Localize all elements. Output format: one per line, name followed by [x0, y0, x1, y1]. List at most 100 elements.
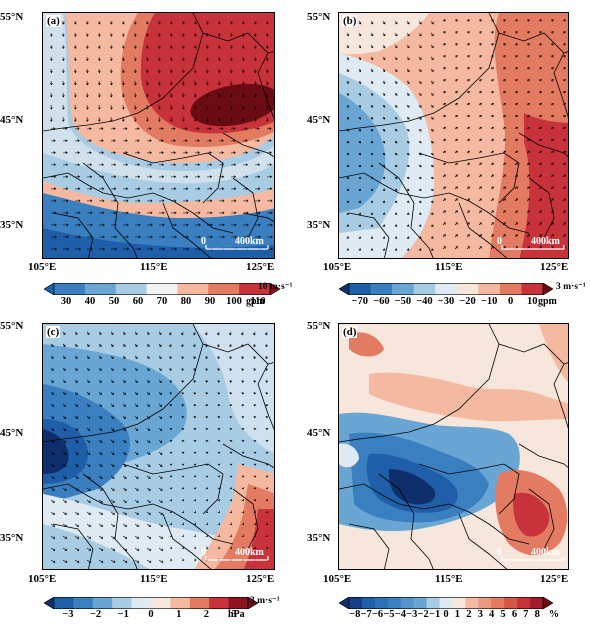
- wind-vector: [218, 56, 220, 61]
- wind-vector: [74, 44, 76, 49]
- colorbar-tick-label: −8: [349, 609, 361, 620]
- wind-vector-head: [358, 188, 362, 191]
- wind-vector-head: [443, 55, 446, 58]
- wind-vector: [158, 523, 163, 527]
- wind-vector-head: [407, 248, 410, 251]
- wind-vector: [526, 210, 530, 214]
- wind-vector: [158, 547, 163, 551]
- wind-vector: [158, 32, 160, 37]
- colorbar-tick-label: −60: [373, 296, 390, 307]
- wind-vector-head: [515, 198, 518, 201]
- wind-vector-head: [169, 498, 173, 502]
- wind-vector-head: [181, 404, 185, 407]
- wind-vector-head: [419, 224, 422, 227]
- wind-vector-head: [160, 500, 163, 503]
- wind-vector-head: [358, 93, 361, 96]
- wind-vector-head: [382, 188, 386, 191]
- wind-vector-head: [209, 163, 213, 167]
- wind-vector-head: [265, 463, 269, 466]
- wind-vector: [514, 138, 518, 142]
- wind-vector-head: [205, 58, 209, 62]
- wind-vector-head: [527, 31, 530, 34]
- wind-vector: [182, 104, 184, 110]
- wind-vector-head: [173, 163, 177, 167]
- wind-vector-head: [181, 34, 185, 37]
- wind-vector-head: [346, 81, 349, 84]
- wind-vector-head: [125, 163, 129, 167]
- wind-vector-head: [431, 200, 434, 203]
- colorbar-frame: [348, 597, 544, 609]
- wind-vector-head: [73, 95, 77, 98]
- wind-vector-head: [51, 368, 54, 371]
- wind-vector-head: [182, 558, 185, 562]
- wind-vector-head: [123, 440, 127, 443]
- wind-vector-head: [527, 150, 530, 154]
- wind-vector: [146, 403, 150, 407]
- scale-bar-d: [501, 556, 565, 561]
- wind-vector: [134, 68, 136, 73]
- wind-vector: [490, 150, 494, 154]
- wind-vector-head: [90, 247, 94, 251]
- wind-vector-head: [126, 199, 129, 203]
- wind-vector-head: [138, 199, 141, 203]
- wind-vector: [242, 116, 244, 122]
- colorbar-swatch: [530, 597, 544, 609]
- wind-vector-head: [114, 211, 117, 215]
- wind-vector: [98, 475, 103, 479]
- wind-vector-head: [382, 105, 386, 108]
- wind-vector-head: [394, 93, 398, 96]
- wind-vector-head: [63, 332, 66, 335]
- wind-vector: [50, 463, 55, 467]
- wind-vector-head: [551, 55, 554, 58]
- wind-vector: [158, 535, 163, 539]
- wind-vector: [134, 44, 136, 49]
- wind-vector-head: [159, 416, 163, 419]
- wind-vector: [146, 379, 150, 383]
- wind-vector: [254, 92, 256, 98]
- wind-vector-head: [181, 534, 185, 537]
- wind-vector-head: [100, 464, 103, 467]
- wind-vector: [74, 367, 78, 371]
- wind-vector-head: [209, 139, 212, 143]
- wind-vector: [394, 32, 398, 37]
- wind-vector: [74, 475, 79, 479]
- wind-vector: [158, 80, 160, 85]
- wind-vector-head: [479, 114, 482, 118]
- wind-vector-head: [234, 199, 237, 203]
- wind-vector-head: [185, 175, 189, 179]
- wind-vector-head: [169, 487, 173, 490]
- wind-vector-head: [54, 235, 57, 239]
- wind-vector-head: [563, 79, 566, 82]
- wind-vector: [490, 198, 494, 202]
- wind-vector-head: [394, 105, 398, 108]
- wind-vector-head: [61, 107, 65, 110]
- wind-vector-head: [205, 392, 209, 395]
- wind-vector-head: [358, 236, 362, 239]
- wind-vector: [110, 499, 115, 503]
- wind-vector-head: [253, 58, 257, 62]
- wind-vector-head: [181, 546, 185, 550]
- wind-vector: [466, 186, 470, 190]
- wind-vector-head: [217, 368, 221, 371]
- wind-vector: [242, 92, 244, 98]
- wind-vector-head: [358, 21, 362, 25]
- wind-vector-head: [124, 512, 127, 515]
- wind-vector-head: [515, 138, 518, 142]
- wind-vector: [134, 116, 136, 122]
- wind-vector: [50, 523, 55, 527]
- wind-vector-head: [479, 19, 482, 22]
- wind-vector-head: [245, 163, 249, 167]
- wind-vector-head: [527, 103, 530, 106]
- wind-vector-head: [61, 34, 65, 37]
- wind-vector-head: [370, 164, 374, 168]
- wind-vector-head: [503, 103, 506, 106]
- wind-vector: [538, 162, 542, 166]
- wind-vector-head: [346, 212, 349, 215]
- wind-vector-head: [241, 427, 245, 431]
- wind-vector: [466, 222, 470, 226]
- wind-vector-head: [181, 46, 185, 49]
- wind-vector-head: [491, 186, 494, 189]
- wind-vector: [266, 56, 268, 61]
- wind-vector: [98, 427, 103, 431]
- wind-vector: [62, 379, 66, 383]
